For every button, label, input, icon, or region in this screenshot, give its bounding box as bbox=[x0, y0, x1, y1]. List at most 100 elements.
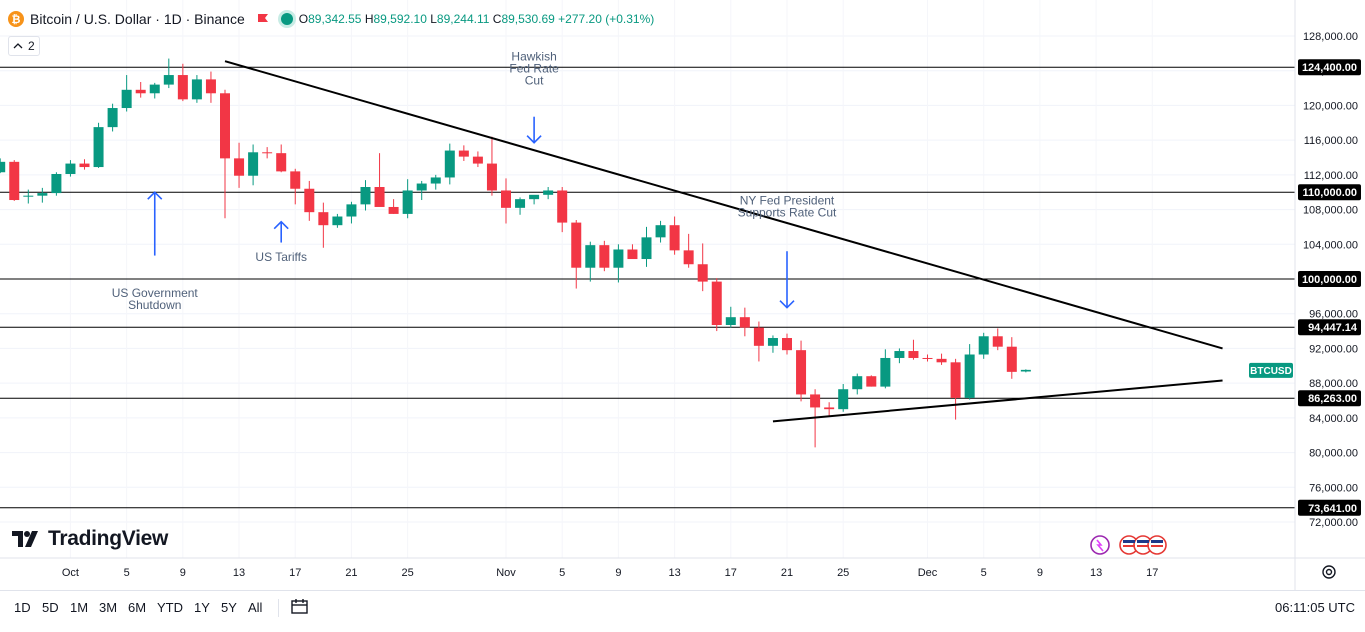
y-tick-label: 108,000.00 bbox=[1303, 205, 1358, 217]
level-label: 94,447.14 bbox=[1308, 322, 1358, 334]
annotation-label: Shutdown bbox=[128, 298, 181, 312]
candle-up bbox=[529, 194, 540, 200]
candle-up bbox=[543, 190, 554, 195]
candle-down bbox=[796, 350, 807, 395]
time-axis[interactable]: Oct 5 9 13 17 21 25 Nov 5 9 13 17 21 25 Dec 5 9 13 17 bbox=[62, 567, 1159, 579]
open-value: 89,342.55 bbox=[308, 12, 362, 26]
level-label-box bbox=[1298, 499, 1361, 516]
horizontal-levels bbox=[0, 66, 1295, 509]
candle-down bbox=[9, 161, 20, 201]
candle-down bbox=[936, 358, 947, 363]
annotation-label: Cut bbox=[525, 73, 544, 87]
range-5y-button[interactable]: 5Y bbox=[221, 600, 237, 615]
x-tick-label: 25 bbox=[402, 567, 414, 579]
chevron-up-icon bbox=[13, 43, 23, 49]
indicators-toggle[interactable]: 2 bbox=[8, 36, 40, 56]
annotation-label: Fed Rate bbox=[509, 61, 559, 75]
symbol-title[interactable]: Bitcoin / U.S. Dollar · 1D · Binance bbox=[30, 11, 245, 27]
candle-down bbox=[697, 264, 708, 282]
x-tick-label: 9 bbox=[615, 567, 621, 579]
y-tick-label: 84,000.00 bbox=[1309, 413, 1358, 425]
y-tick-label: 120,000.00 bbox=[1303, 100, 1358, 112]
range-3m-button[interactable]: 3M bbox=[99, 600, 118, 615]
level-labels: 124,400.00 110,000.00 100,000.00 94,447.14 8… bbox=[1249, 59, 1361, 516]
level-label-box bbox=[1298, 184, 1361, 201]
candle-down bbox=[950, 362, 961, 398]
x-tick-label: 9 bbox=[180, 567, 186, 579]
candle-down bbox=[79, 163, 90, 168]
candle-down bbox=[683, 250, 694, 265]
candle-up bbox=[725, 317, 736, 325]
range-ytd-button[interactable]: YTD bbox=[157, 600, 183, 615]
candle-down bbox=[571, 222, 582, 268]
range-6m-button[interactable]: 6M bbox=[128, 600, 147, 615]
candle-down bbox=[205, 79, 216, 94]
candle-up bbox=[767, 338, 778, 346]
candle-down bbox=[711, 281, 722, 325]
x-tick-label: 5 bbox=[559, 567, 565, 579]
candle-up bbox=[346, 204, 357, 217]
level-label: 100,000.00 bbox=[1302, 274, 1357, 286]
range-1y-button[interactable]: 1Y bbox=[194, 600, 210, 615]
tradingview-logo[interactable]: TradingView bbox=[12, 527, 168, 551]
level-label-box bbox=[1298, 271, 1361, 287]
market-status-icon bbox=[280, 13, 293, 25]
candle-up bbox=[191, 79, 202, 100]
candle-down bbox=[922, 357, 933, 359]
close-label: C bbox=[492, 12, 502, 26]
y-tick-label: 80,000.00 bbox=[1309, 448, 1358, 460]
arrow-up-icon bbox=[147, 191, 163, 200]
utc-clock[interactable]: 06:11:05 UTC bbox=[1275, 600, 1355, 615]
x-tick-label: Dec bbox=[918, 567, 938, 579]
events-icons[interactable] bbox=[1090, 535, 1167, 555]
candle-up bbox=[585, 245, 596, 268]
chart-header: ₿ Bitcoin / U.S. Dollar · 1D · Binance O… bbox=[0, 0, 1290, 56]
ohlc-readout: O89,342.55 H89,592.10 L89,244.11 C89,530… bbox=[299, 12, 655, 26]
flag-icon[interactable] bbox=[257, 13, 269, 25]
candle-up bbox=[402, 190, 413, 214]
candle-up bbox=[515, 199, 526, 208]
candle-up bbox=[149, 84, 160, 94]
candle-down bbox=[135, 89, 146, 94]
candle-up bbox=[248, 152, 259, 176]
level-label-box bbox=[1298, 319, 1361, 336]
candle-down bbox=[318, 212, 329, 226]
range-1d-button[interactable]: 1D bbox=[14, 600, 31, 615]
x-tick-label: 13 bbox=[1090, 567, 1102, 579]
annotation-label: NY Fed President bbox=[740, 193, 835, 207]
candle-up bbox=[655, 225, 666, 238]
arrow-down-icon bbox=[526, 135, 542, 144]
candle-down bbox=[557, 190, 568, 223]
candle-up bbox=[93, 127, 104, 168]
arrow-down-icon bbox=[779, 300, 795, 309]
candle-down bbox=[866, 376, 877, 387]
settings-icon[interactable] bbox=[1320, 563, 1338, 581]
range-5d-button[interactable]: 5D bbox=[42, 600, 59, 615]
candle-up bbox=[1020, 369, 1031, 372]
x-tick-label: 9 bbox=[1037, 567, 1043, 579]
change-value: +277.20 (+0.31%) bbox=[558, 12, 655, 26]
range-all-button[interactable]: All bbox=[248, 600, 263, 615]
x-tick-label: Nov bbox=[496, 567, 516, 579]
close-value: 89,530.69 bbox=[501, 12, 555, 26]
candle-down bbox=[1006, 346, 1017, 372]
candle-down bbox=[824, 407, 835, 410]
range-1m-button[interactable]: 1M bbox=[70, 600, 89, 615]
trendline bbox=[772, 379, 1223, 423]
candle-up bbox=[838, 389, 849, 410]
level-label-box bbox=[1298, 390, 1361, 407]
trendlines bbox=[224, 60, 1223, 423]
symbol-tag: BTCUSD bbox=[1250, 366, 1292, 377]
y-tick-label: 76,000.00 bbox=[1309, 482, 1358, 494]
candle-down bbox=[262, 152, 273, 154]
logo-text: TradingView bbox=[48, 527, 169, 550]
candle-down bbox=[290, 171, 301, 189]
candle-down bbox=[388, 206, 399, 214]
high-value: 89,592.10 bbox=[373, 12, 427, 26]
x-tick-label: 21 bbox=[345, 567, 357, 579]
candle-down bbox=[992, 336, 1003, 347]
calendar-range-icon[interactable] bbox=[289, 597, 311, 617]
level-label: 124,400.00 bbox=[1302, 62, 1357, 74]
